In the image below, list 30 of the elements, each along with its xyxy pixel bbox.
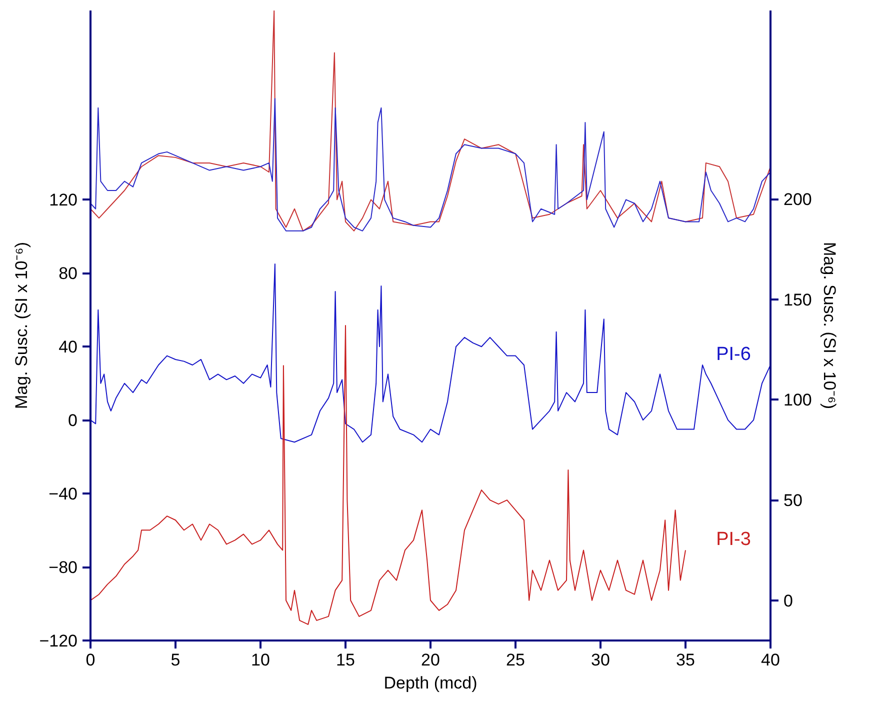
y2-tick-label: 200 bbox=[784, 190, 812, 210]
line-series bbox=[90, 10, 770, 232]
y-tick-label: −40 bbox=[48, 484, 78, 504]
x-tick-label: 40 bbox=[761, 650, 780, 670]
x-tick-label: 0 bbox=[86, 650, 96, 670]
x-axis-title: Depth (mcd) bbox=[384, 674, 478, 692]
y2-tick-label: 150 bbox=[784, 290, 812, 310]
y-tick-label: 80 bbox=[58, 264, 78, 284]
x-tick-label: 15 bbox=[336, 650, 355, 670]
y2-tick-label: 100 bbox=[784, 390, 812, 410]
y2-axis-title: Mag. Susc. (SI x 10⁻⁶) bbox=[820, 242, 839, 410]
y-tick-label: −120 bbox=[39, 632, 78, 650]
line-series bbox=[90, 98, 770, 232]
x-tick-label: 30 bbox=[591, 650, 610, 670]
x-tick-label: 20 bbox=[421, 650, 440, 670]
y-tick-label: 40 bbox=[58, 338, 78, 357]
x-tick-label: 35 bbox=[676, 650, 695, 670]
y-tick-label: −80 bbox=[48, 558, 78, 578]
y-axis-title: Mag. Susc. (SI x 10⁻⁶) bbox=[12, 242, 32, 409]
y-tick-label: 120 bbox=[49, 190, 78, 210]
y-tick-label: 0 bbox=[68, 411, 78, 430]
x-tick-label: 25 bbox=[506, 650, 525, 670]
x-tick-label: 10 bbox=[251, 650, 270, 670]
series-label: PI-3 bbox=[716, 529, 751, 550]
y2-tick-label: 50 bbox=[784, 491, 802, 510]
line-series bbox=[90, 263, 770, 443]
y2-tick-label: 0 bbox=[784, 591, 793, 610]
series-label: PI-6 bbox=[716, 344, 751, 365]
line-series bbox=[90, 325, 686, 625]
x-tick-label: 5 bbox=[170, 650, 180, 670]
